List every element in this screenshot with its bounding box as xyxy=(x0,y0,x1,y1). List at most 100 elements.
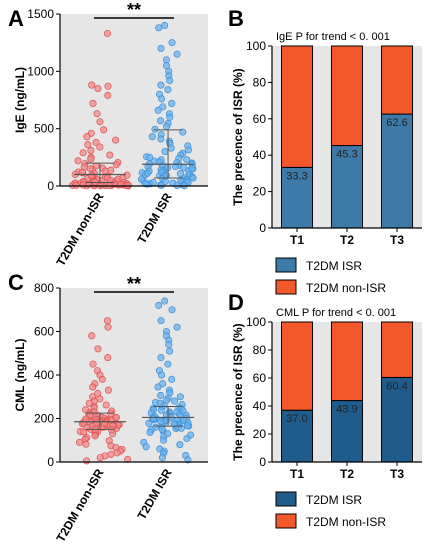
panel-c-data-point xyxy=(157,317,165,325)
panel-d-legend-label: T2DM ISR xyxy=(306,493,362,507)
panel-a-data-point xyxy=(87,172,95,180)
panel-c-data-point xyxy=(166,347,174,355)
panel-c-data-point xyxy=(161,297,169,305)
panel-a-data-point xyxy=(124,181,132,189)
panel-a-y-tick-label: 0 xyxy=(47,179,54,193)
panel-d-y-tick-label: 80 xyxy=(253,343,267,357)
panel-a-y-tick-label: 1000 xyxy=(27,64,54,78)
panel-a-x-category-label: T2DM ISR xyxy=(135,190,175,246)
panel-b-trend-text: IgE P for trend < 0. 001 xyxy=(276,31,390,43)
panel-a-data-point xyxy=(146,153,154,161)
panel-d-y-tick-label: 40 xyxy=(253,399,267,413)
panel-a-y-tick-label: 500 xyxy=(34,122,54,136)
panel-a-data-point xyxy=(149,179,157,187)
panel-a-data-point xyxy=(156,117,165,125)
panel-c-data-point xyxy=(158,454,166,462)
panel-a-data-point xyxy=(162,122,171,130)
panel-b-stacked-bar: IgE P for trend < 0. 001 0 20 40 60 80 100 33… xyxy=(231,31,422,295)
panel-c-data-point xyxy=(85,399,93,407)
panel-c-data-point xyxy=(102,401,110,409)
panel-c-data-point xyxy=(91,432,99,440)
panel-a-data-point xyxy=(161,148,169,156)
panel-a-data-point xyxy=(177,176,185,184)
panel-c-dot-plot: 0 200 400 600 800 ** CML (ng/mL) T2DM non-IS… xyxy=(13,274,208,545)
panel-c-significance-stars: ** xyxy=(127,274,141,294)
panel-a-data-point xyxy=(116,181,125,189)
panel-a-data-point xyxy=(157,44,165,52)
panel-d-y-tick-label: 100 xyxy=(246,315,266,329)
panel-c-data-point xyxy=(183,434,191,443)
panel-d-data-label: 37.0 xyxy=(286,413,307,425)
panel-a-data-point xyxy=(179,128,187,136)
panel-letter-d: D xyxy=(228,290,244,315)
panel-a-data-point xyxy=(112,136,120,144)
panel-c-data-point xyxy=(96,454,104,462)
panel-c-data-point xyxy=(107,450,115,458)
panel-b-x-category-label: T3 xyxy=(390,233,404,247)
panel-a-data-point xyxy=(104,91,112,99)
panel-a-data-point xyxy=(141,180,149,188)
panel-b-y-tick-label: 60 xyxy=(253,112,267,126)
panel-c-data-point xyxy=(168,375,176,383)
panel-a-data-point xyxy=(96,143,104,151)
panel-a-data-point xyxy=(91,178,99,186)
panel-a-data-point xyxy=(92,138,100,146)
panel-d-x-category-label: T3 xyxy=(390,467,404,481)
panel-c-data-point xyxy=(179,407,187,415)
panel-d-y-axis-label: The precence of ISR (%) xyxy=(231,323,245,460)
panel-a-data-point xyxy=(167,144,175,152)
panel-a-data-point xyxy=(143,169,151,177)
panel-c-data-point xyxy=(104,323,112,331)
panel-c-data-point xyxy=(157,391,165,399)
panel-b-legend-swatch xyxy=(275,279,297,295)
panel-a-data-point xyxy=(171,162,180,171)
panel-a-data-point xyxy=(151,125,159,133)
panel-d-bar-non-isr xyxy=(281,321,313,411)
panel-d-bar-isr xyxy=(281,409,313,463)
panel-c-data-point xyxy=(149,414,157,423)
panel-letter-b: B xyxy=(228,6,244,31)
panel-d-bar-non-isr xyxy=(331,321,363,402)
panel-c-data-point xyxy=(104,354,112,362)
panel-a-data-point xyxy=(180,164,188,172)
panel-a-data-point xyxy=(87,155,95,163)
panel-b-legend-swatch xyxy=(275,257,297,273)
panel-d-y-tick-label: 60 xyxy=(253,371,267,385)
panel-a-data-point xyxy=(93,110,101,118)
panel-c-data-point xyxy=(158,371,166,379)
panel-c-y-tick-label: 800 xyxy=(34,281,54,295)
panel-b-bar-non-isr xyxy=(331,45,363,147)
panel-a-data-point xyxy=(89,99,97,107)
panel-a-data-point xyxy=(155,158,163,166)
panel-a-data-point xyxy=(83,133,91,141)
panel-d-bar-isr xyxy=(331,400,363,463)
panel-c-y-tick-label: 200 xyxy=(34,412,54,426)
panel-b-bar-isr xyxy=(381,113,413,229)
panel-c-data-point xyxy=(146,428,154,436)
panel-b-x-category-label: T2 xyxy=(340,233,354,247)
panel-b-y-tick-label: 100 xyxy=(246,39,266,53)
panel-c-data-point xyxy=(98,375,106,383)
panel-c-data-point xyxy=(156,399,164,407)
panel-a-data-point xyxy=(94,84,102,93)
panel-letter-a: A xyxy=(8,6,24,31)
panel-b-bar-non-isr xyxy=(281,45,313,168)
panel-b-y-tick-label: 0 xyxy=(259,221,266,235)
panel-c-data-point xyxy=(176,441,184,449)
panel-c-data-point xyxy=(112,413,121,421)
panel-c-data-point xyxy=(107,410,115,418)
panel-a-data-point xyxy=(154,106,162,114)
panel-c-data-point xyxy=(80,428,88,436)
panel-letter-c: C xyxy=(8,270,24,295)
panel-d-data-label: 60.4 xyxy=(386,380,407,392)
panel-b-legend-label: T2DM non-ISR xyxy=(306,281,386,295)
panel-c-data-point xyxy=(157,354,165,362)
panel-c-data-point xyxy=(142,443,150,451)
panel-b-bar-non-isr xyxy=(381,45,413,115)
panel-c-data-point xyxy=(88,332,96,340)
panel-c-data-point xyxy=(89,383,97,391)
panel-c-data-point xyxy=(155,301,163,309)
panel-c-data-point xyxy=(154,383,162,391)
panel-c-data-point xyxy=(82,457,91,465)
panel-b-x-category-label: T1 xyxy=(290,233,304,247)
